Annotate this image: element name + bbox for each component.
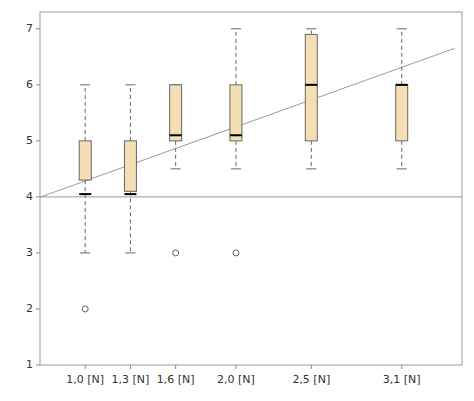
x-tick <box>401 365 402 369</box>
whisker-cap-lower <box>125 252 135 253</box>
box-group <box>170 85 182 256</box>
y-tick <box>36 140 40 141</box>
box <box>396 85 408 141</box>
plot-area <box>40 29 462 312</box>
reference-hline <box>40 196 462 197</box>
whisker-cap-lower <box>397 168 407 169</box>
whisker-cap-upper <box>231 28 241 29</box>
box <box>305 34 317 140</box>
axes: 1 2 3 4 5 6 7 1,0 [N] 1,3 [N] 1,6 [N] 2,0 [N] 2,5 [… <box>26 22 421 386</box>
whisker-upper <box>311 29 312 35</box>
box-group <box>305 29 317 169</box>
median <box>170 134 182 136</box>
median <box>396 84 408 86</box>
flier <box>233 250 239 256</box>
x-tick <box>130 365 131 369</box>
whisker-cap-upper <box>80 84 90 85</box>
median <box>124 193 136 195</box>
whisker-lower <box>235 141 236 169</box>
box <box>230 85 242 141</box>
y-tick-label: 7 <box>26 22 33 35</box>
x-tick-label: 1,0 [N] <box>66 373 104 386</box>
whisker-lower <box>401 141 402 169</box>
whisker-upper <box>130 85 131 141</box>
whisker-cap-upper <box>306 28 316 29</box>
y-tick-label: 5 <box>26 134 33 147</box>
whisker-lower <box>311 141 312 169</box>
y-tick <box>36 84 40 85</box>
whisker-cap-upper <box>125 84 135 85</box>
whisker-cap-lower <box>306 168 316 169</box>
box-group <box>79 85 91 312</box>
y-tick <box>36 196 40 197</box>
y-tick-label: 6 <box>26 78 33 91</box>
box <box>79 141 91 180</box>
whisker-cap-lower <box>231 168 241 169</box>
flier <box>82 306 88 312</box>
median <box>230 134 242 136</box>
y-tick <box>36 308 40 309</box>
whisker-lower <box>85 180 86 253</box>
x-tick-label: 2,5 [N] <box>292 373 330 386</box>
reference-diagonal <box>40 48 454 205</box>
x-tick <box>235 365 236 369</box>
box-group <box>124 85 136 253</box>
box <box>170 85 182 141</box>
median <box>79 193 91 195</box>
y-tick <box>36 28 40 29</box>
box <box>124 141 136 191</box>
whisker-lower <box>130 191 131 253</box>
chart: 1 2 3 4 5 6 7 1,0 [N] 1,3 [N] 1,6 [N] 2,0 [N] 2,5 [… <box>0 0 474 401</box>
x-tick <box>85 365 86 369</box>
y-tick-label: 4 <box>26 190 33 203</box>
whisker-lower <box>175 141 176 169</box>
x-tick <box>175 365 176 369</box>
y-tick-label: 1 <box>26 358 33 371</box>
x-tick-label: 2,0 [N] <box>217 373 255 386</box>
box-group <box>230 29 242 256</box>
y-tick-label: 2 <box>26 302 33 315</box>
box-group <box>396 29 408 169</box>
x-tick <box>311 365 312 369</box>
whisker-upper <box>235 29 236 85</box>
flier <box>173 250 179 256</box>
whisker-cap-upper <box>397 28 407 29</box>
x-tick-label: 3,1 [N] <box>383 373 421 386</box>
y-tick-label: 3 <box>26 246 33 259</box>
y-tick <box>36 365 40 366</box>
y-tick <box>36 252 40 253</box>
x-tick-label: 1,3 [N] <box>112 373 150 386</box>
median <box>305 84 317 86</box>
whisker-upper <box>401 29 402 85</box>
plot-frame <box>40 12 462 365</box>
x-tick-label: 1,6 [N] <box>157 373 195 386</box>
whisker-upper <box>85 85 86 141</box>
whisker-cap-lower <box>171 168 181 169</box>
whisker-cap-lower <box>80 252 90 253</box>
